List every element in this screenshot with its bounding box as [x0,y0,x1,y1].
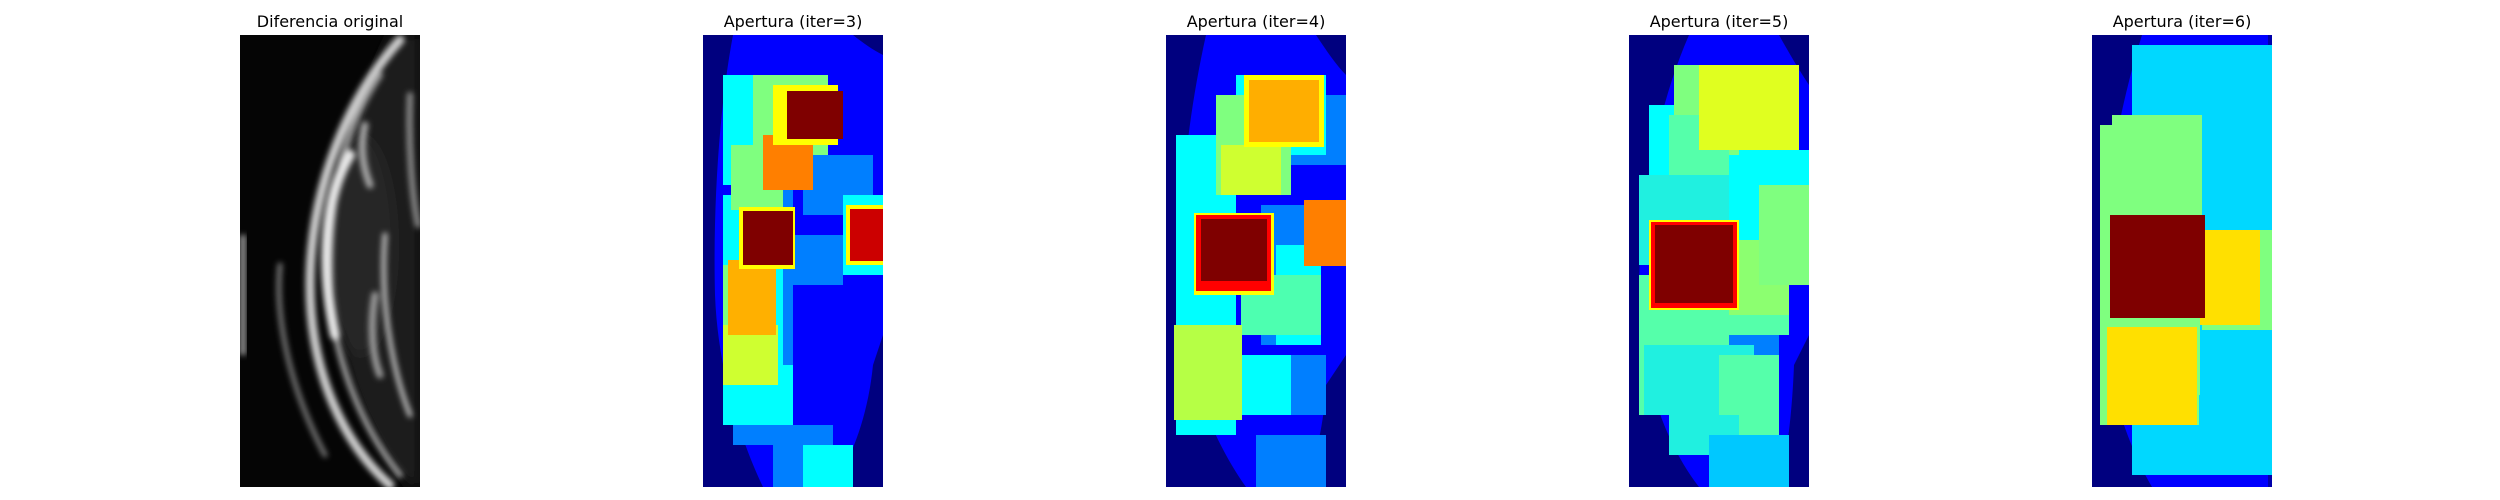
panel-title-iter4: Apertura (iter=4) [1186,12,1326,31]
panel-title-iter5: Apertura (iter=5) [1649,12,1789,31]
panel-title-iter3: Apertura (iter=3) [723,12,863,31]
image-apertura-iter4 [1166,35,1346,487]
image-apertura-iter6 [2092,35,2272,487]
image-apertura-iter5 [1629,35,1809,487]
panel-title-iter6: Apertura (iter=6) [2112,12,2252,31]
image-original [240,35,420,487]
image-apertura-iter3 [703,35,883,487]
panel-title-original: Diferencia original [256,12,404,31]
